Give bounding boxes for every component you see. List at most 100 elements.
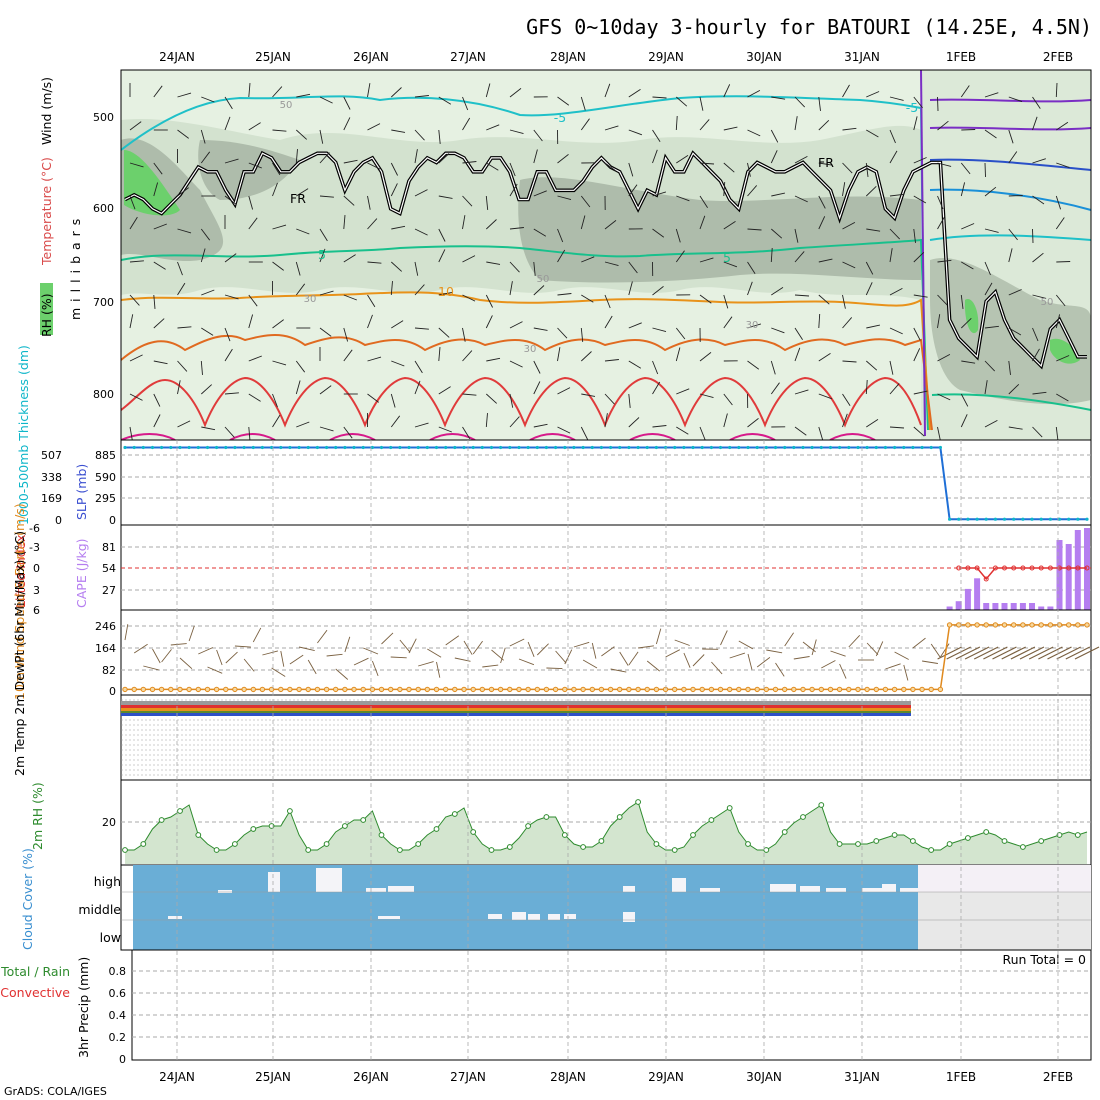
wind-barb: [414, 360, 423, 374]
cloud-gap: [862, 888, 882, 892]
wind-barb: [1055, 314, 1061, 329]
wind-speed-marker: [800, 686, 806, 693]
wind-speed-marker: [241, 686, 247, 693]
wind-speed-marker: [296, 686, 302, 693]
wind-barb: [224, 294, 239, 300]
wind-barb: [699, 294, 712, 304]
wind-barb: [248, 355, 262, 362]
wind-barb: [390, 281, 393, 296]
wind-barb: [462, 215, 466, 230]
wind-barb: [747, 228, 762, 231]
wind-speed-marker: [818, 686, 824, 693]
wind-barb: [699, 96, 704, 111]
wind-barb: [177, 92, 192, 98]
wind-speed-marker: [882, 686, 889, 693]
slp-marker: [874, 445, 878, 450]
wind-barb: [913, 116, 918, 131]
wind-barb: [913, 96, 923, 109]
wind-barb: [747, 90, 761, 98]
surface-barb: [885, 663, 901, 670]
wind-barb: [438, 153, 450, 164]
contour-label: 30: [524, 344, 537, 355]
y-tick: 164: [95, 642, 116, 655]
rh2m-marker: [616, 814, 623, 820]
surface-barb: [399, 639, 411, 653]
wind-barb: [1032, 252, 1044, 263]
surface-barb: [298, 646, 315, 652]
wind-barb: [462, 161, 477, 164]
wind-barb: [224, 116, 231, 131]
surface-barb: [1065, 646, 1091, 660]
surface-barb: [1074, 646, 1100, 660]
rh2m-marker: [965, 835, 971, 841]
wind-barb: [984, 282, 993, 296]
slp-marker: [150, 445, 155, 450]
wind-barb: [509, 162, 516, 177]
surface-barb: [280, 650, 285, 667]
wind-barb: [129, 216, 138, 230]
wind-barb: [367, 356, 382, 362]
wind-barb: [960, 182, 966, 197]
slp-marker: [654, 445, 659, 450]
surface-barb: [646, 660, 660, 672]
wind-barb: [390, 261, 403, 272]
wind-barb: [865, 379, 868, 395]
surface-barb: [463, 640, 473, 655]
panel-thickness-slp: 507 338 169 0 885 590 295 0 1000-500mb T…: [16, 345, 1092, 527]
wind-barb: [676, 155, 689, 164]
wind-barb: [272, 182, 278, 197]
wind-barb: [771, 327, 785, 334]
wind-barb: [913, 390, 928, 395]
wind-barb: [984, 420, 998, 428]
wind-barb: [414, 261, 419, 276]
surface-barb: [665, 649, 681, 658]
surface-barb: [619, 651, 629, 666]
slp-marker: [609, 445, 613, 450]
surface-barb: [124, 624, 129, 641]
wind-barb: [248, 426, 251, 441]
wind-barb: [628, 393, 631, 408]
wind-barb: [414, 284, 425, 296]
wind-barb: [675, 115, 678, 131]
wind-barb: [1055, 195, 1062, 210]
wind-barb: [248, 195, 254, 210]
wind-speed-marker: [1084, 622, 1090, 628]
wind-barb: [1008, 228, 1018, 241]
right-tick: 81: [102, 541, 116, 554]
slp-marker: [480, 445, 484, 450]
wind-barb: [794, 96, 806, 108]
surface-barb: [692, 654, 705, 667]
wind-barb: [1008, 360, 1011, 375]
rh2m-marker: [836, 841, 843, 847]
wind-speed-marker: [846, 686, 852, 693]
cape-bar: [946, 606, 953, 610]
rh2m-marker: [818, 802, 825, 808]
date-tick: 25JAN: [255, 50, 291, 64]
wind-speed-marker: [873, 686, 879, 693]
wind-barb: [200, 248, 206, 263]
rh2m-marker: [250, 826, 257, 832]
right-tick: 27: [102, 584, 116, 597]
temperature-axis-label: Temperature (°C): [39, 157, 54, 266]
cloud-gap: [672, 878, 686, 892]
wind-barb: [818, 294, 830, 305]
wind-barb: [865, 162, 869, 177]
wind10m-axis-label: 10m Wind Speed & Barbs (m/s): [12, 503, 27, 700]
wind-barb: [1032, 158, 1046, 164]
slp-marker: [783, 445, 787, 450]
wind-barb: [129, 260, 144, 263]
cape-bar: [955, 601, 962, 610]
wind-barb: [485, 219, 497, 230]
cloud-level-label: low: [100, 930, 121, 945]
slp-marker: [416, 445, 420, 450]
surface-barb: [170, 643, 187, 646]
wind-speed-marker: [433, 686, 440, 693]
wind-barb: [462, 327, 466, 342]
wind-barb: [770, 360, 776, 375]
slp-marker: [297, 445, 301, 450]
cloud-cover-fill: [133, 865, 918, 950]
cape-bar: [974, 578, 981, 610]
cloud-gap: [800, 886, 820, 892]
surface-barb: [1001, 646, 1026, 660]
